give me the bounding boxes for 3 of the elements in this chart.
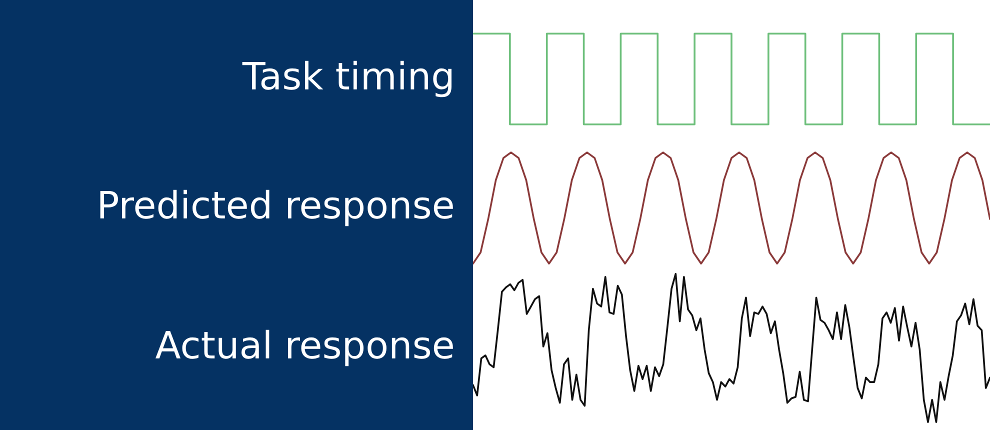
y-axis-title: Task timing [242, 60, 452, 98]
y-axis-title: Predicted response [100, 190, 453, 226]
y-axis-title: Actual response [155, 330, 453, 366]
